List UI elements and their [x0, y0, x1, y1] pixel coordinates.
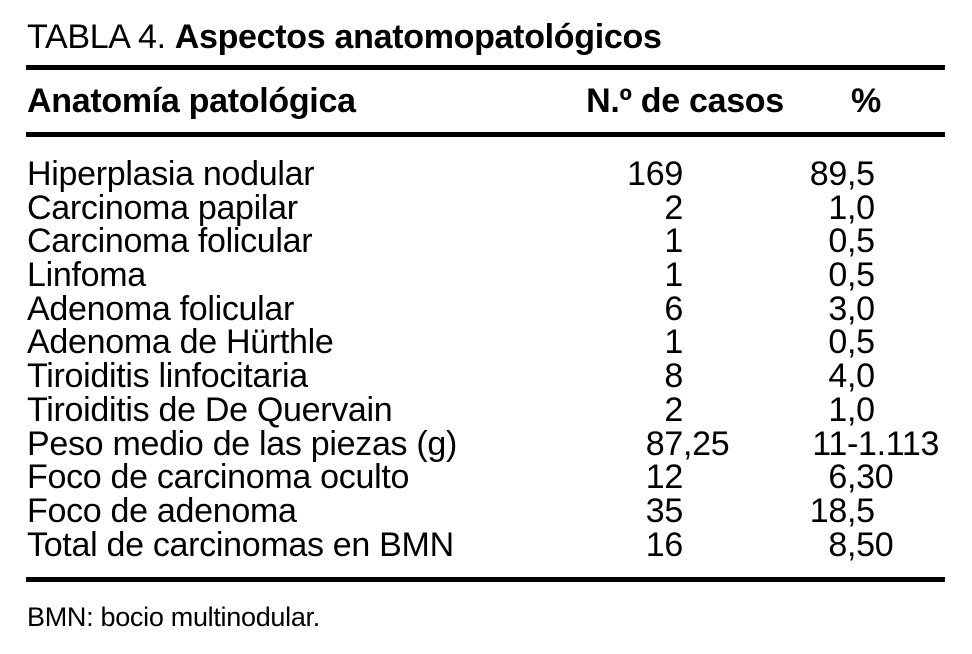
table-row: Carcinoma papilar 2 1,0	[0, 188, 972, 227]
cell-n-de-casos: 8	[664, 357, 683, 396]
cell-percent: 0	[828, 222, 847, 261]
cell-percent-decimals: ,5	[847, 491, 875, 530]
cell-anatomia-patologica: Foco de carcinoma oculto	[27, 458, 410, 497]
cell-percent: 4	[828, 357, 847, 396]
cell-anatomia-patologica: Carcinoma papilar	[27, 188, 298, 227]
cell-n-de-casos: 1	[664, 323, 683, 362]
cell-percent-decimals: ,50	[847, 525, 894, 564]
table-row: Total de carcinomas en BMN 16 8,50	[0, 525, 972, 564]
cell-n-de-casos: 35	[645, 491, 684, 530]
cell-anatomia-patologica: Hiperplasia nodular	[27, 155, 315, 193]
table-footnote: BMN: bocio multinodular.	[27, 602, 320, 632]
cell-percent-decimals: ,5	[847, 256, 875, 295]
cell-percent-decimals: ,5	[847, 323, 875, 362]
cell-percent: 18	[809, 491, 848, 530]
table-row: Foco de adenoma 35 18,5	[0, 491, 972, 530]
cell-percent-decimals: ,0	[847, 289, 875, 328]
column-header-n-de-casos: N.º de casos	[586, 82, 784, 120]
cell-percent-decimals: ,30	[847, 458, 894, 497]
top-rule	[26, 65, 945, 70]
cell-percent: 1	[828, 390, 847, 429]
table-body: Hiperplasia nodular 169 89,5 Carcinoma papi…	[0, 155, 972, 564]
cell-anatomia-patologica: Adenoma de Hürthle	[27, 323, 334, 362]
cell-percent: 6	[828, 458, 847, 497]
cell-anatomia-patologica: Carcinoma folicular	[27, 222, 313, 261]
cell-n-de-casos: 6	[664, 289, 683, 328]
cell-n-de-casos: 2	[664, 390, 683, 429]
table-caption-label: TABLA 4.	[27, 18, 166, 56]
cell-anatomia-patologica: Tiroiditis de De Quervain	[27, 390, 393, 429]
cell-n-de-casos: 87	[645, 424, 684, 463]
cell-percent: 89	[809, 155, 848, 193]
table-row: Peso medio de las piezas (g) 87,25 11 -1.11…	[0, 424, 972, 463]
cell-anatomia-patologica: Total de carcinomas en BMN	[27, 525, 454, 564]
cell-anatomia-patologica: Tiroiditis linfocitaria	[27, 357, 308, 396]
table-row: Carcinoma folicular 1 0,5	[0, 225, 972, 259]
table-row: Tiroiditis de De Quervain 2 1,0	[0, 390, 972, 429]
cell-n-de-casos: 1	[664, 222, 683, 261]
cell-percent-decimals: ,5	[847, 155, 875, 193]
cell-n-de-casos: 1	[664, 256, 683, 295]
table-row: Hiperplasia nodular 169 89,5	[0, 155, 972, 193]
table-row: Adenoma folicular 6 3,0	[0, 289, 972, 328]
table-row: Adenoma de Hürthle 1 0,5	[0, 326, 972, 360]
table-caption: TABLA 4. Aspectos anatomopatológicos	[27, 18, 662, 57]
cell-n-de-casos: 16	[645, 525, 684, 564]
cell-anatomia-patologica: Linfoma	[27, 256, 146, 295]
cell-n-de-casos-decimals: ,25	[683, 424, 730, 463]
cell-percent-decimals: -1.113	[847, 424, 940, 463]
cell-percent-decimals: ,0	[847, 390, 875, 429]
cell-anatomia-patologica: Adenoma folicular	[27, 289, 295, 328]
cell-percent: 11	[812, 424, 847, 463]
cell-percent-decimals: ,0	[847, 188, 875, 227]
cell-percent: 8	[828, 525, 847, 564]
column-header-anatomia-patologica: Anatomía patológica	[27, 82, 356, 120]
cell-n-de-casos: 169	[627, 155, 683, 193]
cell-percent-decimals: ,0	[847, 357, 875, 396]
cell-anatomia-patologica: Peso medio de las piezas (g)	[27, 424, 458, 463]
table-caption-title: Aspectos anatomopatológicos	[174, 18, 662, 56]
cell-anatomia-patologica: Foco de adenoma	[27, 491, 297, 530]
cell-percent: 3	[828, 289, 847, 328]
table-row: Linfoma 1 0,5	[0, 256, 972, 295]
cell-percent-decimals: ,5	[847, 222, 875, 261]
bottom-rule	[26, 577, 945, 582]
cell-percent: 1	[828, 188, 847, 227]
table-row: Foco de carcinoma oculto 12 6,30	[0, 458, 972, 497]
cell-n-de-casos: 2	[664, 188, 683, 227]
cell-n-de-casos: 12	[645, 458, 684, 497]
column-header-percent: %	[851, 82, 881, 120]
table-row: Tiroiditis linfocitaria 8 4,0	[0, 357, 972, 396]
cell-percent: 0	[828, 256, 847, 295]
cell-percent: 0	[828, 323, 847, 362]
header-rule	[26, 132, 945, 137]
